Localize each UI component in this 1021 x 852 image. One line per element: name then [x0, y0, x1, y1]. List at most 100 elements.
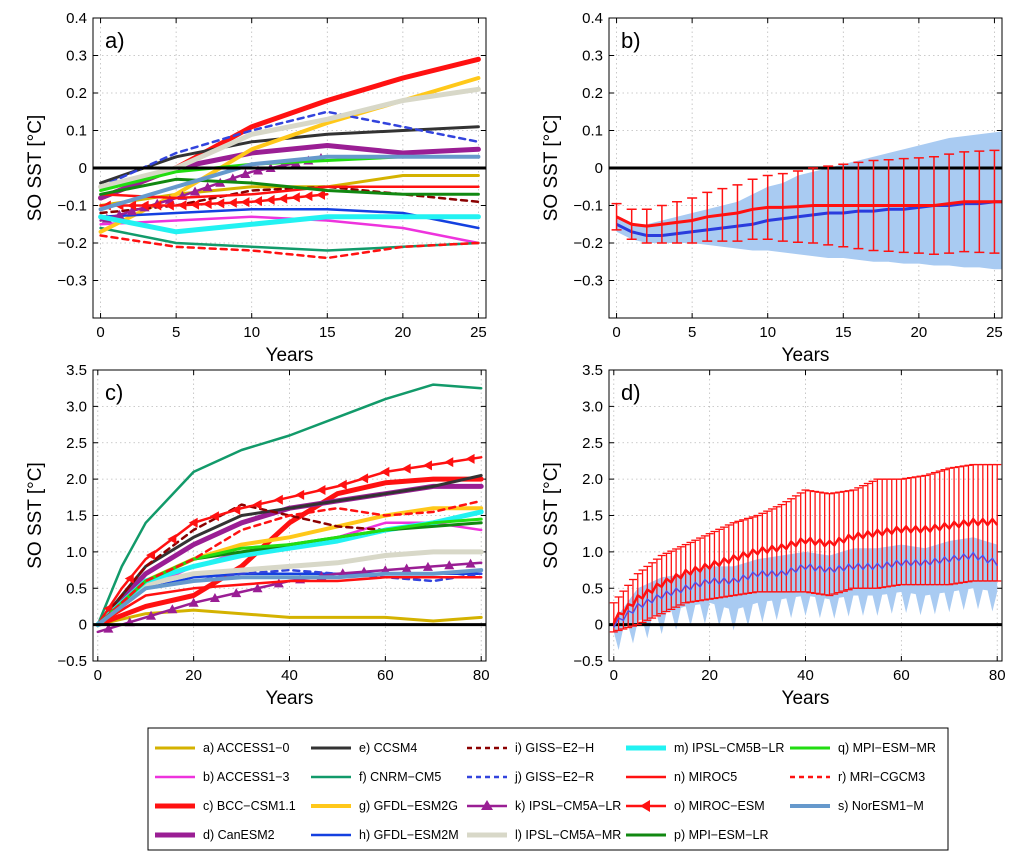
series-marker — [146, 550, 156, 561]
series-marker — [240, 197, 250, 208]
x-axis-label: Years — [782, 688, 830, 709]
legend-label: b) ACCESS1−3 — [203, 770, 290, 784]
x-tick-label: 10 — [759, 324, 776, 341]
series-marker — [124, 573, 134, 584]
series-marker — [253, 165, 264, 175]
series-marker — [227, 197, 237, 208]
plot-clip — [609, 131, 1002, 270]
legend-label: p) MPI−ESM−LR — [674, 828, 768, 842]
series-marker — [209, 592, 220, 602]
series-marker — [167, 604, 178, 614]
series-marker — [359, 473, 369, 484]
series-marker — [316, 485, 326, 496]
legend-marker — [481, 800, 493, 810]
series-marker — [146, 610, 157, 620]
series-marker — [103, 623, 114, 633]
y-tick-label: 1.0 — [66, 544, 87, 561]
y-tick-label: 0.5 — [582, 580, 603, 597]
x-tick-label: 0 — [610, 667, 618, 684]
panel-label: a) — [105, 28, 125, 53]
series-marker — [422, 561, 433, 571]
series-line — [96, 474, 483, 627]
x-tick-label: 40 — [797, 667, 814, 684]
y-axis-label: SO SST [°C] — [25, 462, 46, 569]
legend-label: r) MRI−CGCM3 — [838, 770, 925, 784]
y-tick-label: 0.2 — [66, 85, 87, 102]
series-marker — [265, 194, 275, 205]
series-line — [96, 576, 483, 626]
legend-label: i) GISS−E2−H — [515, 741, 594, 755]
series-marker — [127, 206, 138, 216]
series-line — [95, 549, 484, 628]
series-marker — [337, 479, 347, 490]
series-marker — [401, 463, 411, 474]
series-marker — [465, 453, 475, 464]
series-marker — [167, 533, 177, 544]
x-tick-label: 60 — [377, 667, 394, 684]
y-tick-label: −0.5 — [573, 653, 603, 670]
series-marker — [231, 588, 242, 598]
y-tick-label: 1.5 — [582, 508, 603, 525]
y-tick-label: 3.0 — [582, 398, 603, 415]
plot-frame — [92, 369, 487, 662]
series-line — [99, 185, 480, 200]
legend-label: a) ACCESS1−0 — [203, 741, 290, 755]
series-marker — [188, 517, 198, 528]
series-marker — [240, 168, 251, 178]
y-tick-label: 3.5 — [66, 362, 87, 379]
series-line — [99, 155, 329, 222]
plot-frame — [608, 17, 1003, 319]
series-line — [99, 177, 480, 196]
y-tick-label: 2.5 — [66, 435, 87, 452]
x-tick-label: 40 — [281, 667, 298, 684]
y-tick-label: 0.3 — [66, 48, 87, 65]
legend-label: n) MIROC5 — [674, 770, 737, 784]
series-line — [99, 226, 480, 252]
series-marker — [253, 196, 263, 207]
panel-c: 0 20 40 60 80 −0.5 0 0.5 1.0 1.5 2.0 2.5 3.0 3.5 Years… — [25, 362, 490, 709]
y-tick-label: −0.1 — [573, 198, 603, 215]
plot-frame — [92, 17, 487, 319]
x-tick-label: 60 — [893, 667, 910, 684]
series-marker — [114, 209, 125, 219]
series-marker — [177, 200, 187, 211]
y-tick-label: −0.3 — [57, 273, 87, 290]
legend: a) ACCESS1−0 b) ACCESS1−3 c) BCC−CSM1.1 d) … — [147, 727, 949, 851]
series-marker — [209, 511, 219, 522]
y-tick-label: 0.2 — [582, 85, 603, 102]
legend-label: s) NorESM1−M — [838, 799, 924, 813]
series-marker — [103, 603, 113, 614]
series-marker — [202, 182, 213, 192]
series-line — [95, 476, 484, 628]
legend-marker — [640, 800, 650, 812]
series-line — [95, 568, 484, 627]
plot-clip — [93, 56, 486, 260]
series-line — [96, 499, 483, 626]
x-tick-label: 25 — [986, 324, 1003, 341]
legend-label: d) CanESM2 — [203, 828, 275, 842]
series-marker — [127, 200, 137, 211]
series-marker — [227, 173, 238, 183]
series-marker — [215, 198, 225, 209]
y-tick-label: 0 — [595, 160, 603, 177]
series-marker — [465, 558, 476, 568]
x-tick-label: 20 — [395, 324, 412, 341]
series-marker — [444, 457, 454, 468]
y-tick-label: 2.5 — [582, 435, 603, 452]
x-tick-label: 25 — [470, 324, 487, 341]
x-axis-label: Years — [782, 345, 830, 366]
x-tick-label: 0 — [612, 324, 620, 341]
y-tick-label: 0.1 — [66, 123, 87, 140]
panel-b: 0 5 10 15 20 25 −0.3 −0.2 −0.1 0 0.1 0.2 0.3 0.4 Years… — [541, 10, 1003, 366]
series-marker — [444, 560, 455, 570]
y-tick-label: 0 — [79, 617, 87, 634]
y-tick-label: 1.5 — [66, 508, 87, 525]
legend-label: g) GFDL−ESM2G — [359, 799, 458, 813]
series-marker — [252, 499, 262, 510]
legend-label: k) IPSL−CM5A−LR — [515, 799, 621, 813]
y-tick-label: 3.0 — [66, 398, 87, 415]
series-line — [98, 214, 481, 235]
x-tick-label: 0 — [94, 667, 102, 684]
panel-label: c) — [105, 380, 123, 405]
x-axis-label: Years — [266, 345, 314, 366]
